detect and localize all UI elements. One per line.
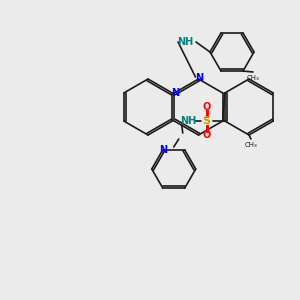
Text: CH₃: CH₃	[247, 75, 260, 81]
Text: NH: NH	[177, 37, 193, 47]
Text: O: O	[202, 130, 211, 140]
Text: N: N	[195, 73, 204, 83]
Text: O: O	[202, 102, 211, 112]
Text: S: S	[203, 116, 211, 126]
Text: NH: NH	[181, 116, 197, 126]
Text: N: N	[171, 88, 179, 98]
Text: CH₃: CH₃	[244, 142, 257, 148]
Text: N: N	[159, 145, 167, 155]
